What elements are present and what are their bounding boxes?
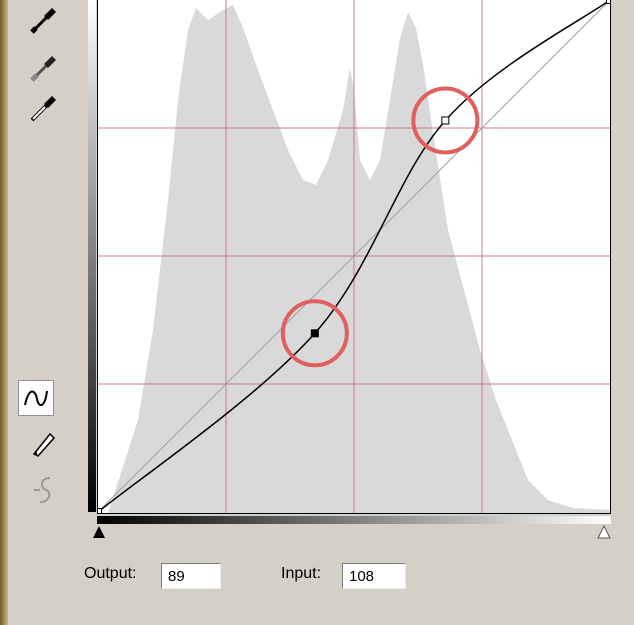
input-label: Input: (281, 565, 322, 582)
smooth-curve-icon[interactable] (26, 472, 60, 506)
curve-tool-icon[interactable] (18, 380, 54, 416)
output-field[interactable] (161, 563, 221, 589)
curve-point[interactable] (98, 508, 102, 514)
histogram (108, 5, 610, 513)
white-point-eyedropper-icon[interactable] (26, 92, 60, 126)
white-point-slider[interactable] (597, 524, 611, 544)
curve-point[interactable] (606, 0, 611, 4)
highlight-ring (411, 86, 480, 155)
output-label: Output: (84, 565, 137, 582)
baseline-diagonal (98, 0, 610, 513)
curves-graph[interactable] (97, 0, 611, 514)
pencil-tool-icon[interactable] (26, 426, 60, 460)
gray-point-eyedropper-icon[interactable] (26, 52, 60, 86)
curve-points-layer[interactable] (98, 0, 610, 513)
input-field[interactable] (342, 563, 406, 589)
black-point-slider[interactable] (93, 525, 105, 543)
input-gradient-bar (97, 516, 611, 524)
highlight-ring (280, 299, 349, 368)
tone-curve[interactable] (98, 0, 610, 513)
black-point-eyedropper-icon[interactable] (26, 4, 60, 38)
curve-point-selected[interactable] (310, 329, 319, 338)
output-gradient-bar (88, 0, 96, 512)
image-edge-strip (0, 0, 8, 625)
curve-point[interactable] (441, 116, 450, 125)
